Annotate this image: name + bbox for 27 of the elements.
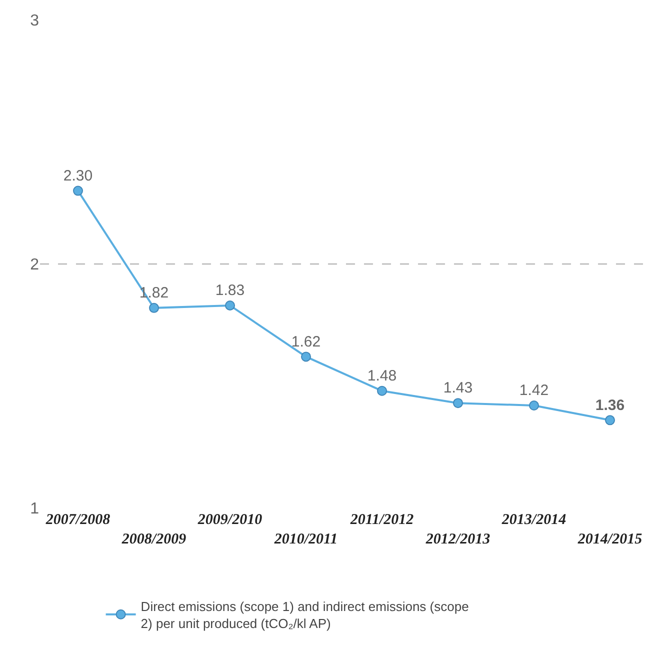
point: [149, 302, 159, 313]
data-label: 1.48: [367, 368, 397, 385]
x-tick-label: 2010/2011: [273, 532, 338, 548]
data-label: 1.83: [215, 282, 245, 300]
point: [73, 186, 83, 196]
data-label: 1.36: [595, 396, 625, 414]
data-label: 2.30: [63, 167, 93, 184]
x-tick-label: 2013/2014: [500, 512, 567, 528]
x-tick-label: 2007/2008: [44, 512, 111, 528]
data-label: 1.42: [519, 382, 549, 400]
point: [529, 400, 539, 411]
data-label: 1.43: [443, 380, 473, 397]
point: [453, 398, 463, 408]
x-tick-label: 2012/2013: [424, 532, 491, 548]
x-tick-label: 2014/2015: [576, 532, 643, 548]
point: [225, 300, 235, 310]
x-tick-label: 2009/2010: [196, 512, 263, 528]
point: [301, 352, 311, 362]
legend-label: Direct emissions (scope 1) and indirect emissions (scope 2) per unit produced (tCO₂/kl AP): [140, 598, 469, 631]
data-label: 1.62: [291, 333, 321, 350]
y-tick-label: 2: [30, 256, 40, 274]
point: [377, 386, 387, 396]
point: [605, 415, 615, 426]
y-tick-label: 1: [30, 500, 40, 518]
x-tick-label: 2008/2009: [120, 532, 187, 548]
y-tick-label: 3: [30, 12, 40, 30]
x-tick-label: 2011/2012: [349, 512, 414, 528]
